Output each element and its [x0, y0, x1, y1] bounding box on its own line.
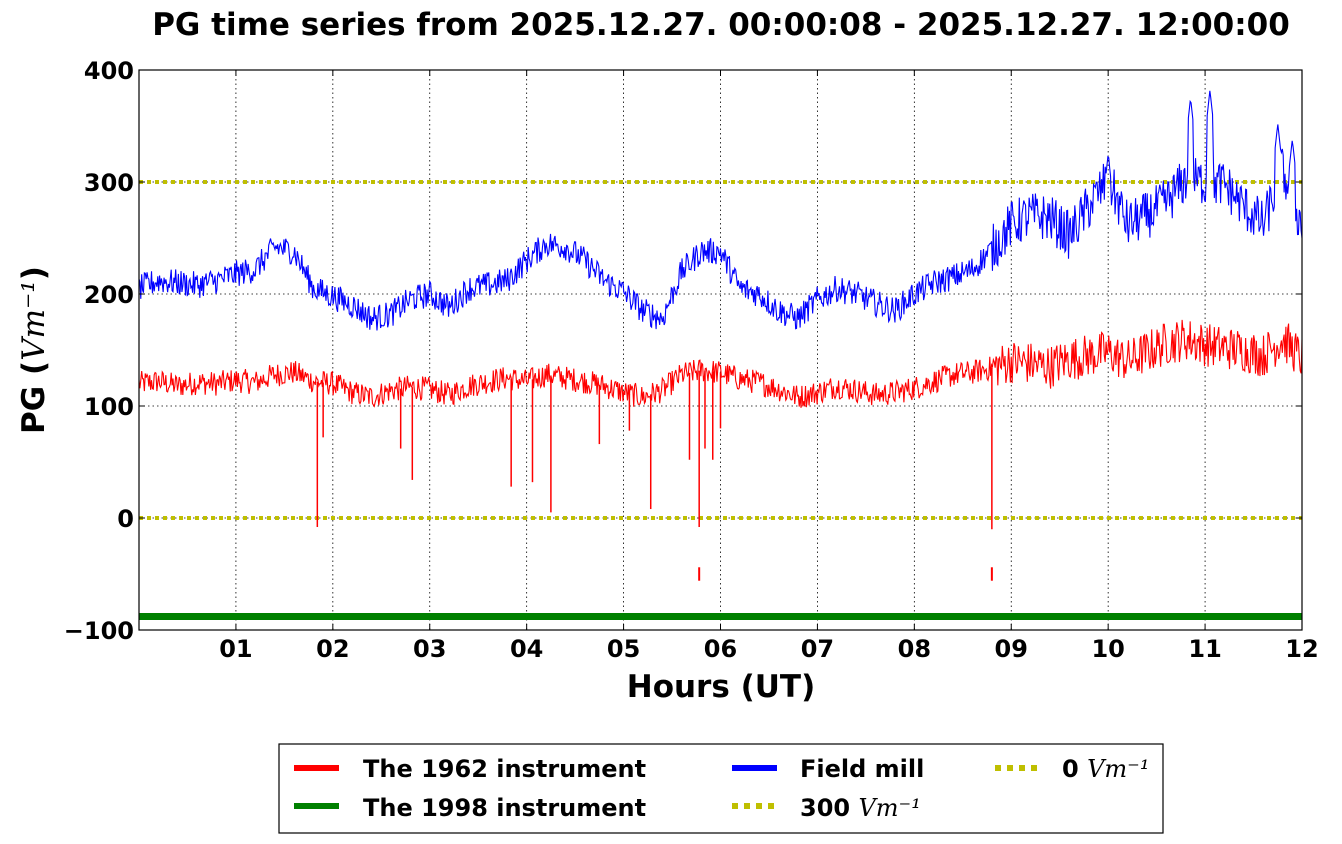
- y-tick-label: 100: [84, 393, 134, 421]
- legend-label-0-reference: 0 Vm⁻¹: [1062, 755, 1149, 783]
- y-tick-label: 0: [117, 505, 134, 533]
- x-tick-label: 12: [1285, 635, 1318, 663]
- legend: The 1962 instrument The 1998 instrument …: [278, 743, 1164, 834]
- chart-title: PG time series from 2025.12.27. 00:00:08…: [152, 7, 1290, 43]
- x-tick-label: 05: [607, 635, 640, 663]
- legend-label-300-reference: 300 Vm⁻¹: [800, 794, 921, 822]
- series-field-mill: [138, 90, 1303, 331]
- x-tick-label: 01: [219, 635, 252, 663]
- y-axis-ticks: −100 0 100 200 300 400: [64, 57, 1302, 645]
- legend-label-1962-instrument: The 1962 instrument: [363, 755, 646, 783]
- y-tick-label: 400: [84, 57, 134, 85]
- legend-frame: [278, 743, 1164, 834]
- x-tick-label: 04: [510, 635, 543, 663]
- series-1962-instrument: [138, 319, 1303, 408]
- legend-label-0-unit: Vm⁻¹: [1087, 755, 1149, 783]
- legend-label-1998-instrument: The 1998 instrument: [363, 794, 646, 822]
- legend-label-300-unit: Vm⁻¹: [858, 794, 920, 822]
- x-axis-label: Hours (UT): [627, 669, 816, 705]
- x-tick-label: 06: [704, 635, 737, 663]
- y-axis-label-suffix: ): [16, 266, 52, 280]
- x-tick-label: 09: [995, 635, 1028, 663]
- x-tick-label: 10: [1091, 635, 1124, 663]
- y-tick-label: −100: [64, 617, 134, 645]
- x-tick-label: 03: [413, 635, 446, 663]
- y-axis-label-unit: Vm⁻¹: [16, 280, 52, 361]
- legend-label-300-value: 300: [800, 794, 858, 822]
- series-layer: [138, 90, 1303, 621]
- plot-area: [138, 69, 1303, 631]
- x-tick-label: 11: [1188, 635, 1221, 663]
- y-tick-label: 300: [84, 169, 134, 197]
- legend-label-field-mill: Field mill: [800, 755, 924, 783]
- legend-label-0-value: 0: [1062, 755, 1087, 783]
- y-axis-label-prefix: PG (: [16, 361, 52, 434]
- x-tick-label: 07: [801, 635, 834, 663]
- x-axis-ticks: 01 02 03 04 05 06 07 08 09 10 11 12: [219, 70, 1319, 663]
- x-tick-label: 02: [316, 635, 349, 663]
- y-tick-label: 200: [84, 281, 134, 309]
- y-axis-label: PG (Vm⁻¹): [16, 266, 52, 434]
- x-tick-label: 08: [898, 635, 931, 663]
